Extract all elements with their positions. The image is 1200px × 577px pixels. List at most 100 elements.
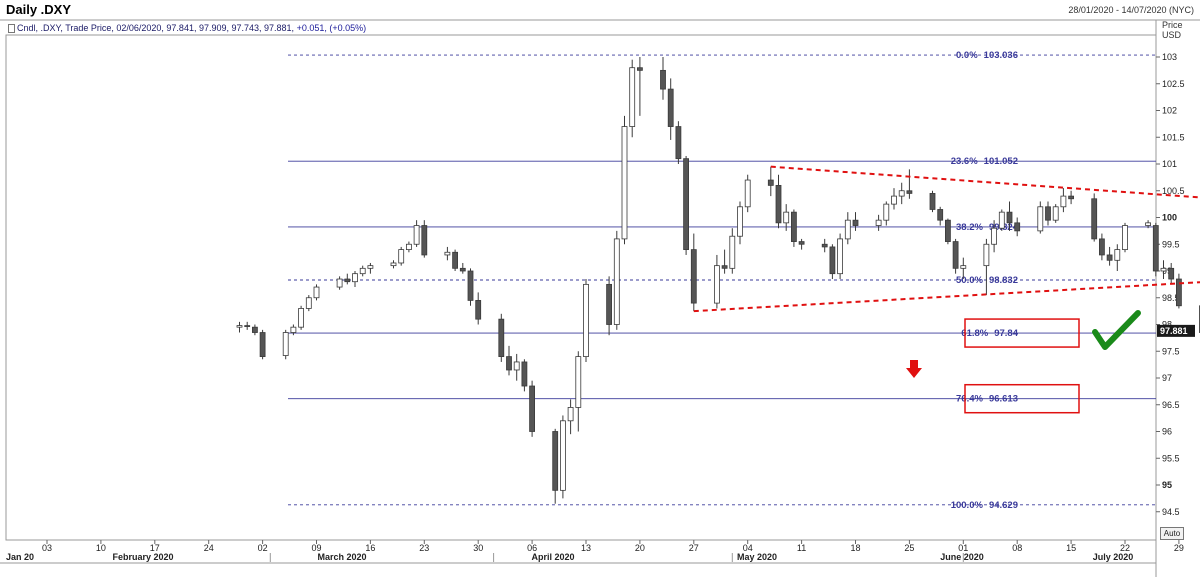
candle-down [852, 219, 859, 226]
candle-down [637, 67, 643, 71]
x-tick-label: 08 [1012, 543, 1022, 553]
y-tick-label: 101.5 [1162, 132, 1185, 142]
candle-up [567, 407, 574, 422]
candle-up [359, 267, 366, 275]
candle-down [791, 211, 797, 242]
checkmark-icon [1092, 310, 1141, 350]
candle-up [313, 286, 320, 299]
x-tick-label: 20 [635, 543, 645, 553]
candle-down [1168, 267, 1175, 280]
candle-up [405, 243, 412, 250]
candle-down [952, 241, 959, 269]
candle-up [1060, 195, 1067, 208]
x-month-label: May 2020 [737, 552, 777, 562]
candle-up [991, 227, 997, 245]
x-tick-label: 04 [743, 543, 753, 553]
y-tick-label: 98 [1162, 320, 1172, 330]
candle-up [367, 265, 374, 269]
candle-down [775, 184, 782, 224]
y-tick-label: 94.5 [1162, 507, 1180, 517]
x-tick-label: 22 [1120, 543, 1130, 553]
candle-down [1152, 225, 1159, 272]
candle-up [560, 420, 566, 491]
x-tick-label: 25 [904, 543, 914, 553]
x-tick-label: 29 [1174, 543, 1184, 553]
candle-down [798, 241, 805, 245]
candle-up [1114, 249, 1121, 261]
candlestick-icon [8, 24, 15, 34]
candle-down [1099, 238, 1105, 256]
x-tick-label: 06 [527, 543, 537, 553]
candle-up [1037, 206, 1044, 232]
candle-up [837, 238, 843, 275]
candle-down [1068, 195, 1074, 200]
candle-down [906, 190, 913, 194]
candle-up [390, 262, 397, 267]
ohlc-readout: Cndl, .DXY, Trade Price, 02/06/2020, 97.… [8, 23, 366, 34]
y-tick-label: 97 [1162, 373, 1172, 383]
y-tick-label: 96.5 [1162, 400, 1180, 410]
fib-level-label: 61.8% 97.84 [961, 328, 1018, 339]
x-tick-label: 03 [42, 543, 52, 553]
candle-down [1176, 278, 1182, 307]
candle-up [444, 251, 451, 256]
candle-up [290, 326, 297, 333]
auto-scale-button[interactable]: Auto [1160, 527, 1184, 540]
candle-up [1160, 267, 1167, 272]
candle-up [513, 361, 520, 371]
x-tick-label: 02 [258, 543, 268, 553]
candle-up [298, 308, 305, 328]
candle-up [621, 126, 628, 240]
last-price-tag [1157, 324, 1195, 337]
candle-down [660, 69, 666, 90]
plot-frame [5, 34, 1157, 541]
candle-down [683, 158, 689, 250]
y-tick-label: 95 [1162, 480, 1172, 490]
y-tick-label: 102.5 [1162, 79, 1185, 89]
candle-down [552, 431, 559, 491]
candle-down [521, 361, 528, 387]
fib-level-label: 0.0% 103.036 [956, 50, 1018, 61]
candle-up [960, 265, 967, 269]
fib-highlight-box [964, 318, 1080, 348]
fib-level-label: 76.4% 96.613 [956, 394, 1018, 405]
x-tick-label: 18 [850, 543, 860, 553]
candle-down [251, 326, 258, 333]
y-tick-label: 102 [1162, 106, 1177, 116]
fib-level-label: 23.6% 101.052 [951, 156, 1018, 167]
y-tick-label: 100 [1162, 213, 1177, 223]
candle-up [714, 265, 720, 304]
candle-up [1052, 206, 1059, 221]
candle-down [821, 243, 828, 248]
x-month-label: June 2020 [940, 552, 984, 562]
candle-up [1122, 225, 1128, 250]
trendline-lower [693, 281, 1200, 313]
candle-down [244, 325, 251, 327]
candle-up [737, 206, 743, 237]
candle-down [421, 225, 428, 256]
candle-down [1045, 206, 1051, 221]
x-tick-label: 23 [419, 543, 429, 553]
price-axis-title: Price USD [1162, 20, 1183, 40]
candle-down [1006, 211, 1013, 224]
fib-highlight-box [964, 383, 1080, 414]
down-arrow-icon [906, 360, 922, 378]
candle-down [529, 385, 535, 432]
x-tick-label: 27 [689, 543, 699, 553]
price-axis-title-line2: USD [1162, 30, 1182, 40]
candle-up [575, 356, 582, 408]
candle-down [606, 283, 612, 325]
candle-up [983, 243, 990, 267]
x-tick-label: 15 [1066, 543, 1076, 553]
candle-up [236, 325, 243, 328]
chart-title: Daily .DXY [6, 2, 72, 17]
candle-down [1014, 222, 1021, 232]
y-tick-label: 98.5 [1162, 293, 1180, 303]
candle-down [459, 267, 466, 272]
candle-down [767, 179, 774, 186]
candle-down [829, 246, 836, 275]
last-price-value: 97.881 [1160, 326, 1188, 336]
y-tick-label: 100.5 [1162, 186, 1185, 196]
candle-down [929, 193, 936, 210]
